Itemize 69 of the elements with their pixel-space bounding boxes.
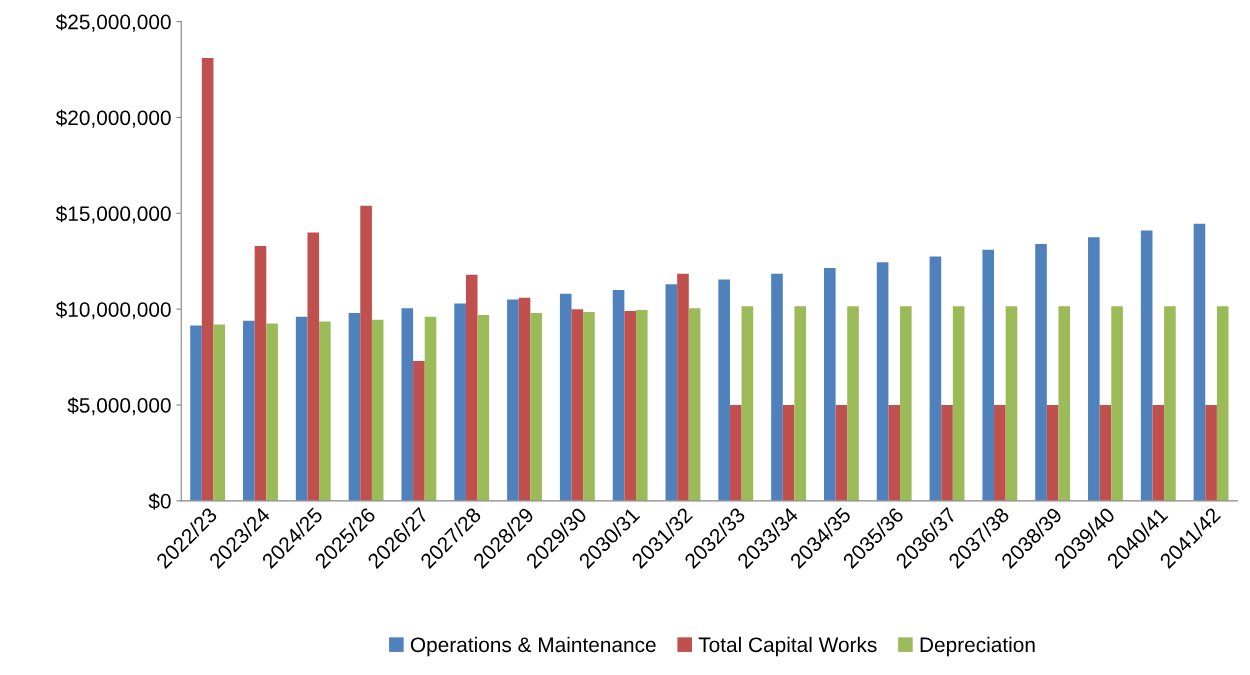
- bar: [254, 245, 267, 501]
- bar: [1088, 237, 1100, 501]
- bar: [1046, 405, 1059, 501]
- bar: [794, 306, 807, 501]
- bar: [583, 312, 595, 501]
- bar: [401, 308, 414, 501]
- bar: [465, 274, 478, 501]
- bar: [477, 314, 490, 501]
- bar: [718, 279, 730, 501]
- bar: [1005, 306, 1018, 501]
- legend-label: Depreciation: [920, 636, 1035, 657]
- bar: [1216, 306, 1229, 501]
- bar: [847, 306, 859, 501]
- bar: [929, 256, 942, 501]
- bar: [612, 289, 625, 501]
- bar: [941, 405, 953, 501]
- bar: [624, 311, 636, 501]
- bar: [190, 325, 202, 501]
- bar: [1164, 306, 1176, 501]
- bar: [348, 312, 361, 501]
- bar: [982, 249, 995, 501]
- bar: [201, 58, 214, 501]
- bar: [518, 297, 531, 501]
- bar: [900, 306, 912, 501]
- bar: [771, 273, 783, 501]
- bar: [243, 320, 255, 501]
- bar: [424, 316, 437, 501]
- y-tick-label: $20,000,000: [55, 109, 171, 128]
- bar: [571, 309, 584, 501]
- bar: [559, 293, 572, 501]
- bar: [729, 405, 742, 501]
- bar: [688, 308, 701, 501]
- bar: [1099, 405, 1112, 501]
- y-tick-label: $10,000,000: [55, 301, 171, 320]
- bar: [741, 306, 754, 501]
- bar: [1140, 230, 1153, 501]
- bar: [1058, 306, 1071, 501]
- bar: [530, 312, 542, 501]
- bar: [677, 273, 689, 501]
- bar: [994, 405, 1006, 501]
- bar: [1193, 223, 1206, 501]
- bar: [876, 262, 889, 501]
- bar: [1205, 405, 1217, 501]
- bar: [307, 232, 320, 501]
- bar: [888, 405, 901, 501]
- bar: [266, 323, 278, 501]
- bar: [665, 284, 678, 501]
- bar: [213, 324, 226, 501]
- bar: [952, 306, 965, 501]
- y-tick-label: $5,000,000: [67, 397, 171, 416]
- y-tick-label: $15,000,000: [55, 205, 171, 224]
- bar: [835, 405, 848, 501]
- bar: [823, 267, 836, 501]
- bar: [1035, 243, 1047, 501]
- y-tick-label: $0: [148, 492, 171, 510]
- y-tick-label: $25,000,000: [55, 13, 171, 32]
- bar: [1152, 405, 1165, 501]
- bar: [635, 310, 648, 501]
- bar: [507, 299, 519, 501]
- bar: [782, 405, 795, 501]
- bar: [360, 205, 372, 501]
- bar: [371, 319, 384, 501]
- bar: [319, 321, 331, 501]
- bar: [295, 316, 308, 501]
- legend-label: Operations & Maintenance: [410, 636, 656, 657]
- legend-label: Total Capital Works: [698, 636, 877, 657]
- bar: [413, 360, 425, 501]
- bar: [454, 303, 466, 501]
- bar: [1111, 306, 1123, 501]
